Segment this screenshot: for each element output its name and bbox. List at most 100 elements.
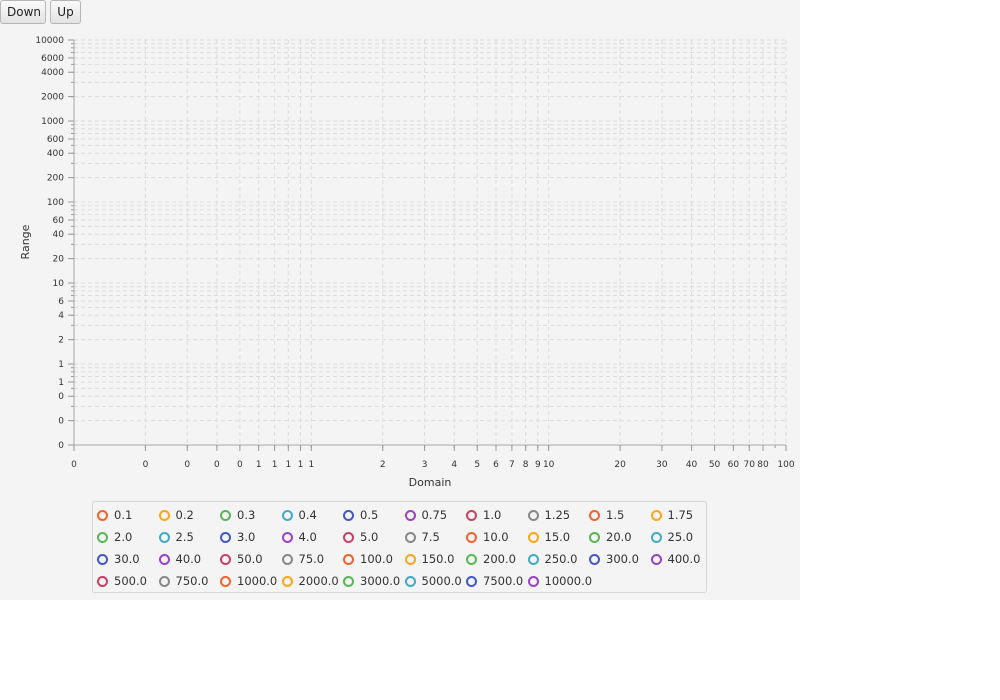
chart-legend: 0.1 0.2 0.3 0.4 0.5 0.75 1.0 1.25 1.5 1.75 2.0 2.5 3… [92, 501, 707, 593]
legend-marker-icon [589, 553, 600, 565]
legend-label: 5000.0 [421, 574, 462, 588]
legend-item: 0.4 [281, 507, 317, 523]
legend-item: 0.2 [158, 507, 194, 523]
x-tick-label: 1 [285, 460, 291, 470]
legend-marker-icon [466, 553, 477, 565]
legend-label: 0.4 [298, 508, 317, 522]
legend-item: 0.5 [343, 507, 378, 523]
legend-marker-icon [527, 509, 539, 521]
legend-label: 10.0 [483, 530, 509, 544]
legend-marker-icon [650, 531, 662, 543]
legend-marker-icon [527, 531, 539, 543]
legend-label: 0.1 [114, 508, 133, 522]
legend-label: 10000.0 [544, 574, 593, 588]
x-tick-label: 0 [184, 460, 190, 470]
legend-marker-icon [527, 575, 539, 587]
legend-label: 250.0 [544, 552, 578, 566]
x-axis-label: Domain [409, 476, 452, 489]
legend-marker-icon [650, 553, 662, 565]
legend-item: 15.0 [527, 529, 570, 545]
legend-item: 750.0 [158, 573, 208, 589]
legend-item: 3.0 [220, 529, 255, 545]
y-tick-label: 40 [53, 230, 65, 240]
legend-item: 1.5 [589, 507, 624, 523]
legend-label: 40.0 [175, 552, 202, 566]
legend-marker-icon [97, 553, 108, 565]
y-tick-label: 10000 [35, 36, 64, 46]
legend-item: 5000.0 [404, 573, 462, 589]
x-tick-label: 0 [237, 460, 243, 470]
legend-label: 3000.0 [360, 574, 401, 588]
y-tick-label: 4000 [41, 68, 64, 78]
legend-item: 50.0 [220, 551, 263, 567]
legend-label: 25.0 [667, 530, 694, 544]
legend-label: 300.0 [606, 552, 639, 566]
legend-item: 150.0 [404, 551, 455, 567]
x-tick-label: 6 [493, 460, 499, 470]
legend-label: 150.0 [421, 552, 455, 566]
legend-label: 100.0 [360, 552, 393, 566]
up-button[interactable]: Up [50, 0, 81, 24]
x-tick-label: 1 [272, 460, 278, 470]
legend-item: 20.0 [589, 529, 632, 545]
legend-item: 1.0 [466, 507, 501, 523]
legend-item: 7.5 [404, 529, 440, 545]
y-tick-label: 1000 [41, 117, 64, 127]
y-tick-label: 1 [58, 378, 64, 388]
legend-label: 20.0 [606, 530, 632, 544]
legend-label: 1000.0 [237, 574, 278, 588]
chart-grid [73, 39, 787, 446]
legend-item: 40.0 [158, 551, 202, 567]
legend-label: 30.0 [114, 552, 140, 566]
legend-item: 4.0 [281, 529, 317, 545]
x-tick-label: 100 [777, 460, 794, 470]
legend-label: 0.2 [175, 508, 194, 522]
legend-label: 2.0 [114, 530, 133, 544]
y-tick-label: 600 [47, 135, 64, 145]
legend-item: 10.0 [466, 529, 509, 545]
legend-item: 0.75 [404, 507, 447, 523]
legend-marker-icon [404, 553, 416, 565]
legend-marker-icon [220, 553, 231, 565]
chart-axes [68, 39, 787, 451]
y-tick-label: 20 [53, 255, 65, 265]
x-tick-label: 70 [744, 460, 756, 470]
legend-label: 200.0 [483, 552, 516, 566]
legend-marker-icon [404, 531, 416, 543]
x-tick-label: 5 [474, 460, 480, 470]
legend-marker-icon [650, 509, 662, 521]
legend-marker-icon [97, 575, 108, 587]
x-tick-label: 1 [308, 460, 314, 470]
x-axis-ticks: 0 0 0 0 0 1 1 1 1 1 2 3 4 5 6 7 8 9 10 20 30 40 50 60 70 80 100 [71, 460, 795, 470]
legend-item: 300.0 [589, 551, 639, 567]
legend-item: 1.75 [650, 507, 693, 523]
legend-marker-icon [97, 531, 108, 543]
legend-marker-icon [158, 531, 170, 543]
legend-marker-icon [589, 509, 600, 521]
legend-item: 200.0 [466, 551, 516, 567]
x-tick-label: 2 [380, 460, 386, 470]
y-tick-label: 1 [58, 360, 64, 370]
legend-marker-icon [220, 531, 231, 543]
legend-marker-icon [220, 575, 231, 587]
legend-marker-icon [343, 575, 354, 587]
x-tick-label: 50 [709, 460, 721, 470]
legend-marker-icon [404, 509, 416, 521]
x-tick-label: 3 [422, 460, 428, 470]
y-tick-label: 60 [53, 216, 65, 226]
legend-marker-icon [97, 509, 108, 521]
legend-marker-icon [343, 509, 354, 521]
legend-item: 500.0 [97, 573, 147, 589]
legend-item: 10000.0 [527, 573, 593, 589]
legend-label: 7.5 [421, 530, 440, 544]
legend-item: 75.0 [281, 551, 324, 567]
legend-label: 0.5 [360, 508, 379, 522]
y-tick-label: 6 [58, 297, 64, 307]
x-tick-label: 40 [686, 460, 698, 470]
down-button[interactable]: Down [0, 0, 46, 24]
legend-item: 2.5 [158, 529, 194, 545]
legend-label: 2.5 [175, 530, 194, 544]
legend-marker-icon [281, 531, 293, 543]
legend-label: 50.0 [237, 552, 263, 566]
